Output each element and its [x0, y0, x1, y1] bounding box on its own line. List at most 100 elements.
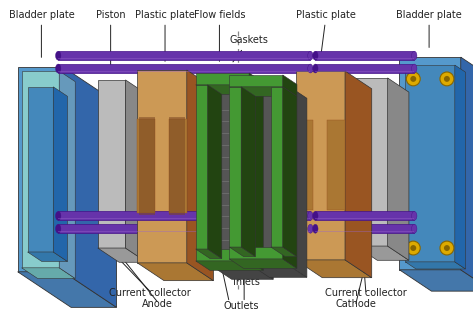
Polygon shape: [58, 231, 310, 232]
Text: Cathode: Cathode: [336, 299, 376, 309]
Text: Plastic plate: Plastic plate: [135, 10, 195, 61]
Polygon shape: [53, 87, 67, 262]
Text: Gaskets: Gaskets: [230, 35, 269, 62]
Ellipse shape: [308, 64, 313, 73]
Polygon shape: [229, 247, 283, 259]
Polygon shape: [169, 119, 187, 213]
Ellipse shape: [55, 64, 61, 73]
Polygon shape: [283, 87, 297, 256]
Polygon shape: [405, 262, 465, 269]
Polygon shape: [58, 51, 310, 60]
Polygon shape: [241, 75, 273, 279]
Polygon shape: [98, 248, 147, 262]
Polygon shape: [249, 249, 264, 270]
Text: Anode: Anode: [142, 299, 173, 309]
Circle shape: [440, 241, 454, 255]
Text: Outlets: Outlets: [223, 301, 259, 311]
Polygon shape: [196, 249, 249, 261]
Polygon shape: [139, 117, 155, 215]
Circle shape: [440, 72, 454, 86]
Polygon shape: [229, 259, 297, 268]
Polygon shape: [169, 117, 185, 215]
Text: Flow fields: Flow fields: [194, 10, 245, 61]
Polygon shape: [196, 85, 264, 94]
Circle shape: [410, 76, 416, 82]
Polygon shape: [388, 78, 409, 260]
Text: Current collector: Current collector: [325, 288, 407, 298]
Polygon shape: [126, 80, 147, 262]
Polygon shape: [271, 247, 297, 256]
Polygon shape: [461, 57, 474, 291]
Polygon shape: [315, 231, 414, 232]
Polygon shape: [237, 249, 264, 258]
Text: Bladder plate: Bladder plate: [396, 10, 462, 48]
Ellipse shape: [411, 212, 417, 220]
Polygon shape: [208, 85, 222, 258]
Polygon shape: [315, 71, 414, 72]
Polygon shape: [237, 85, 249, 249]
Polygon shape: [296, 71, 345, 260]
Polygon shape: [283, 247, 297, 268]
Ellipse shape: [55, 51, 61, 60]
Polygon shape: [18, 272, 117, 308]
Polygon shape: [59, 71, 75, 279]
Polygon shape: [18, 67, 63, 272]
Polygon shape: [249, 85, 264, 258]
Ellipse shape: [313, 51, 318, 60]
Ellipse shape: [308, 212, 313, 220]
Circle shape: [410, 245, 416, 251]
Polygon shape: [296, 120, 313, 211]
Ellipse shape: [411, 51, 417, 60]
Circle shape: [406, 72, 420, 86]
Polygon shape: [196, 261, 264, 270]
Polygon shape: [63, 67, 117, 308]
Polygon shape: [315, 51, 414, 60]
Polygon shape: [58, 224, 310, 233]
Polygon shape: [249, 73, 264, 94]
Circle shape: [406, 241, 420, 255]
Polygon shape: [315, 224, 414, 233]
Ellipse shape: [313, 64, 318, 73]
Text: Piston: Piston: [96, 10, 126, 69]
Text: Bladder plate: Bladder plate: [9, 10, 74, 57]
Polygon shape: [229, 87, 297, 96]
Circle shape: [444, 245, 450, 251]
Text: Current collector: Current collector: [109, 288, 191, 298]
Circle shape: [444, 76, 450, 82]
Polygon shape: [58, 71, 310, 72]
Ellipse shape: [411, 64, 417, 73]
Polygon shape: [22, 268, 75, 279]
Polygon shape: [196, 85, 208, 249]
Polygon shape: [241, 87, 255, 256]
Polygon shape: [237, 256, 307, 277]
Polygon shape: [196, 73, 249, 85]
Ellipse shape: [313, 212, 318, 220]
Polygon shape: [58, 212, 310, 220]
Polygon shape: [315, 58, 414, 59]
Polygon shape: [455, 65, 465, 269]
Polygon shape: [296, 260, 372, 278]
Polygon shape: [271, 87, 283, 247]
Text: Plastic plate: Plastic plate: [296, 10, 356, 57]
Polygon shape: [27, 87, 53, 252]
Polygon shape: [27, 252, 67, 262]
Polygon shape: [356, 246, 409, 260]
Polygon shape: [237, 77, 275, 256]
Polygon shape: [275, 77, 307, 277]
Polygon shape: [229, 87, 241, 247]
Polygon shape: [137, 119, 155, 213]
Polygon shape: [400, 270, 474, 291]
Polygon shape: [58, 58, 310, 59]
Polygon shape: [58, 64, 310, 73]
Polygon shape: [58, 218, 310, 220]
Polygon shape: [315, 218, 414, 220]
Polygon shape: [400, 57, 461, 270]
Polygon shape: [137, 263, 213, 281]
Ellipse shape: [55, 212, 61, 220]
Polygon shape: [345, 71, 372, 278]
Polygon shape: [200, 75, 241, 258]
Ellipse shape: [411, 224, 417, 233]
Polygon shape: [200, 258, 273, 279]
Polygon shape: [22, 71, 59, 268]
Ellipse shape: [313, 224, 318, 233]
